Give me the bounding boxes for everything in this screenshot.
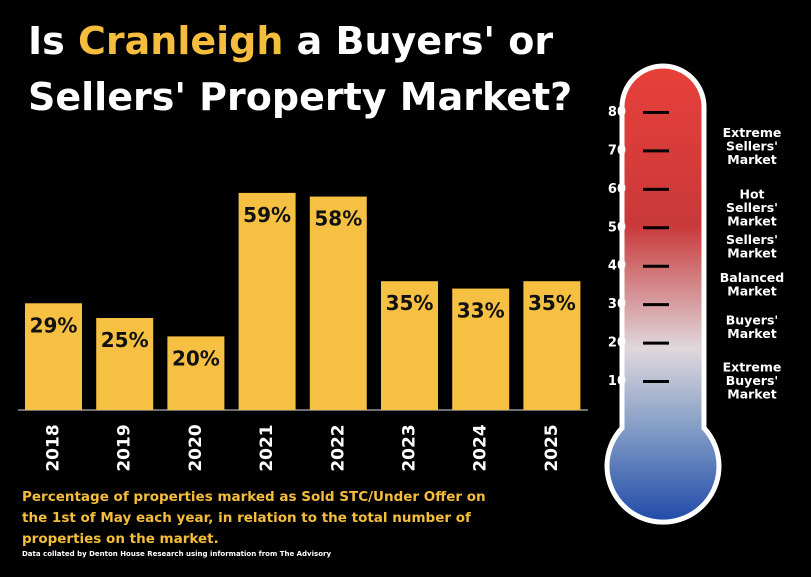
zone-label: Extreme — [723, 360, 782, 375]
value-label: 35% — [528, 291, 576, 315]
x-tick-label: 2019 — [115, 424, 135, 471]
bar — [238, 192, 296, 410]
zone-label: Market — [727, 326, 776, 341]
zone-label: Market — [727, 214, 776, 229]
y-tick-label: 70 — [608, 143, 626, 158]
thermometer-body — [604, 63, 722, 525]
value-label: 59% — [243, 203, 291, 227]
title-line-2: Sellers' Property Market? — [28, 75, 572, 119]
y-tick-label: 40 — [608, 259, 626, 274]
bar — [523, 281, 581, 410]
y-tick-label: 80 — [608, 105, 626, 120]
source-note: Data collated by Denton House Research u… — [22, 550, 331, 558]
zone-label: Market — [727, 152, 776, 167]
value-label: 25% — [101, 328, 149, 352]
thermometer — [604, 63, 722, 525]
zone-label: Buyers' — [726, 312, 778, 327]
y-tick-label: 20 — [608, 336, 626, 351]
x-tick-label: 2022 — [328, 424, 348, 471]
zone-label: Balanced — [720, 270, 784, 285]
bar — [167, 336, 225, 410]
bar — [381, 281, 438, 410]
bar — [96, 318, 154, 410]
x-tick-label: 2020 — [186, 424, 206, 471]
y-tick-label: 10 — [608, 374, 626, 389]
zone-label: Buyers' — [726, 373, 778, 388]
caption: properties on the market. — [22, 531, 219, 547]
zone-label: Market — [727, 387, 776, 402]
x-tick-label: 2018 — [44, 424, 64, 471]
x-tick-label: 2021 — [257, 424, 277, 471]
zone-label: Sellers' — [726, 139, 778, 154]
x-tick-label: 2024 — [471, 424, 491, 471]
title-text: Is — [28, 19, 65, 63]
y-tick-label: 50 — [608, 220, 626, 235]
zone-label: Market — [727, 245, 776, 260]
value-label: 29% — [30, 313, 78, 337]
zone-label: Sellers' — [726, 200, 778, 215]
title-highlight: Cranleigh — [78, 19, 283, 63]
caption: the 1st of May each year, in relation to… — [22, 510, 471, 526]
zone-label: Market — [727, 284, 776, 299]
value-label: 20% — [172, 346, 220, 370]
x-tick-label: 2023 — [400, 424, 420, 471]
bar — [25, 303, 82, 410]
title-line-1: Is Cranleigh a Buyers' or — [28, 19, 553, 63]
value-label: 58% — [314, 207, 362, 231]
zone-label: Extreme — [723, 125, 782, 140]
y-tick-label: 60 — [608, 182, 626, 197]
value-label: 33% — [457, 299, 505, 323]
value-label: 35% — [386, 291, 434, 315]
bar — [452, 288, 510, 410]
y-tick-label: 30 — [608, 297, 626, 312]
caption: Percentage of properties marked as Sold … — [22, 489, 486, 505]
bar — [309, 196, 367, 410]
zone-label: Sellers' — [726, 232, 778, 247]
x-tick-label: 2025 — [542, 424, 562, 471]
title-text: a Buyers' or — [297, 19, 554, 63]
zone-label: Hot — [739, 187, 764, 202]
